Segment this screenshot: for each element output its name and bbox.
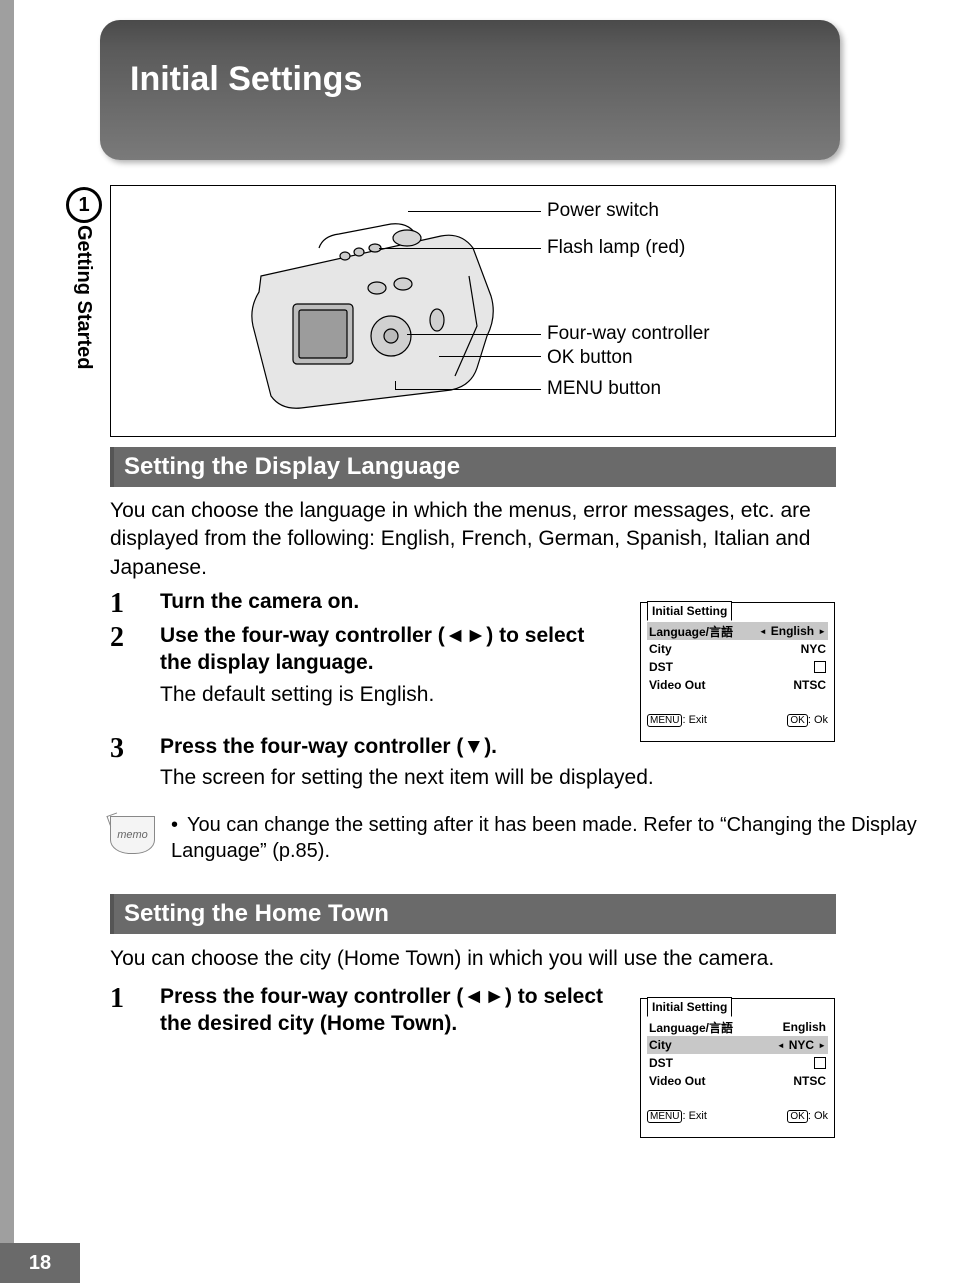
step-3: 3 Press the four-way controller (▼). The… xyxy=(110,733,654,792)
lcd-footer: MENU: Exit OK: Ok xyxy=(641,710,834,731)
section-heading-text: Setting the Home Town xyxy=(124,900,389,928)
checkbox-icon xyxy=(814,661,826,673)
lcd-title: Initial Setting xyxy=(647,997,732,1017)
lcd-title: Initial Setting xyxy=(647,601,732,621)
checkbox-icon xyxy=(814,1057,826,1069)
menu-key-icon: MENU xyxy=(647,1110,682,1123)
lcd-value: English xyxy=(783,1020,826,1034)
page-number: 18 xyxy=(0,1243,80,1283)
step-number: 1 xyxy=(110,983,160,1038)
lcd-row-dst: DST xyxy=(647,658,828,676)
memo-text: •You can change the setting after it has… xyxy=(171,812,954,864)
lcd-value: NYC xyxy=(801,642,826,656)
lcd-row-dst: DST xyxy=(647,1054,828,1072)
lcd-row-language: Language/言語 English xyxy=(647,622,828,640)
footer-text: : Exit xyxy=(682,714,706,726)
memo-block: memo •You can change the setting after i… xyxy=(110,812,954,864)
section-heading-hometown: Setting the Home Town xyxy=(110,894,836,934)
lcd-value: English xyxy=(759,624,826,638)
step-text: Press the four-way controller (◄►) to se… xyxy=(160,983,630,1038)
lcd-label: DST xyxy=(649,660,673,674)
lcd-value: NTSC xyxy=(793,1074,826,1088)
callout-four-way: Four-way controller xyxy=(547,323,710,345)
lcd-label: Video Out xyxy=(649,678,705,692)
callout-flash-lamp: Flash lamp (red) xyxy=(547,237,685,259)
section1-intro: You can choose the language in which the… xyxy=(110,497,836,582)
lcd-row-video: Video Out NTSC xyxy=(647,1072,828,1090)
section-heading-text: Setting the Display Language xyxy=(124,453,460,481)
step-number: 3 xyxy=(110,733,160,792)
lcd-row-language: Language/言語 English xyxy=(647,1018,828,1036)
chapter-label: Getting Started xyxy=(72,225,95,369)
lcd-label: City xyxy=(649,1038,672,1052)
callout-power-switch: Power switch xyxy=(547,200,659,222)
step-text: Use the four-way controller (◄►) to sele… xyxy=(160,622,620,677)
lcd-label: DST xyxy=(649,1056,673,1070)
lcd-value xyxy=(814,661,826,673)
page-rail xyxy=(0,0,14,1283)
section2-intro: You can choose the city (Home Town) in w… xyxy=(110,945,836,973)
camera-illustration xyxy=(241,196,501,416)
lcd-label: Language/言語 xyxy=(649,623,733,640)
lcd-footer: MENU: Exit OK: Ok xyxy=(641,1106,834,1127)
camera-diagram: Power switch Flash lamp (red) Four-way c… xyxy=(110,185,836,437)
lcd-value xyxy=(814,1057,826,1069)
menu-key-icon: MENU xyxy=(647,714,682,727)
step-2: 2 Use the four-way controller (◄►) to se… xyxy=(110,622,620,708)
lcd-screen-2: Initial Setting Language/言語 English City… xyxy=(640,998,835,1138)
step-sub: The screen for setting the next item wil… xyxy=(160,764,654,791)
memo-icon: memo xyxy=(110,816,155,854)
step-number: 1 xyxy=(110,588,160,620)
step-1: 1 Turn the camera on. xyxy=(110,588,359,620)
ok-key-icon: OK xyxy=(787,714,807,727)
footer-text: : Exit xyxy=(682,1110,706,1122)
lcd-label: City xyxy=(649,642,672,656)
step-number: 2 xyxy=(110,622,160,708)
callout-ok-button: OK button xyxy=(547,347,633,369)
page-title: Initial Settings xyxy=(130,60,362,99)
step-hometown-1: 1 Press the four-way controller (◄►) to … xyxy=(110,983,630,1038)
lcd-label: Video Out xyxy=(649,1074,705,1088)
footer-text: : Ok xyxy=(808,714,828,726)
lcd-row-city: City NYC xyxy=(647,1036,828,1054)
step-text: Turn the camera on. xyxy=(160,588,359,620)
callout-menu-button: MENU button xyxy=(547,378,661,400)
chapter-number: 1 xyxy=(66,187,102,223)
lcd-label: Language/言語 xyxy=(649,1019,733,1036)
step-sub: The default setting is English. xyxy=(160,681,620,708)
section-heading-language: Setting the Display Language xyxy=(110,447,836,487)
lcd-screen-1: Initial Setting Language/言語 English City… xyxy=(640,602,835,742)
lcd-value: NYC xyxy=(777,1038,826,1052)
lcd-value: NTSC xyxy=(793,678,826,692)
memo-content: You can change the setting after it has … xyxy=(171,814,917,862)
ok-key-icon: OK xyxy=(787,1110,807,1123)
lcd-row-city: City NYC xyxy=(647,640,828,658)
lcd-row-video: Video Out NTSC xyxy=(647,676,828,694)
title-panel: Initial Settings xyxy=(100,20,840,160)
step-text: Press the four-way controller (▼). xyxy=(160,733,654,760)
footer-text: : Ok xyxy=(808,1110,828,1122)
